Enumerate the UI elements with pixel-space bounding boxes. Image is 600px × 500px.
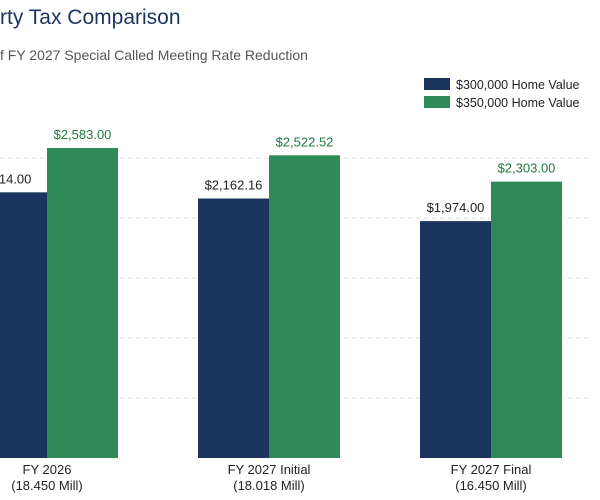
value-label-series-1-category-3: $1,974.00 bbox=[427, 200, 485, 215]
value-label-series-2-category-2: $2,522.52 bbox=[276, 134, 334, 149]
value-label-series-2-category-3: $2,303.00 bbox=[498, 161, 556, 176]
x-tick-label-2-line-1: FY 2027 Initial bbox=[228, 462, 311, 477]
legend-label-series-1: $300,000 Home Value bbox=[456, 78, 580, 92]
value-label-series-1-category-1: 214.00 bbox=[0, 171, 31, 186]
legend-label-series-2: $350,000 Home Value bbox=[456, 96, 580, 110]
value-label-series-2-category-1: $2,583.00 bbox=[54, 127, 112, 142]
bar-series-2-category-2 bbox=[269, 155, 340, 458]
bar-series-1-category-1 bbox=[0, 192, 47, 458]
legend: $300,000 Home Value $350,000 Home Value bbox=[424, 78, 580, 110]
legend-swatch-series-1 bbox=[424, 78, 450, 90]
x-tick-label-2-line-2: (18.018 Mill) bbox=[233, 478, 305, 493]
x-axis-tick-labels: FY 2026(18.450 Mill) FY 2027 Initial(18.0… bbox=[11, 462, 531, 493]
value-labels: 214.00 $2,162.16 $1,974.00 $2,583.00 $2,522.… bbox=[0, 127, 555, 215]
chart-title: rty Tax Comparison bbox=[0, 6, 181, 29]
bar-series-2-category-3 bbox=[491, 181, 562, 458]
bar-series-1-category-2 bbox=[198, 198, 269, 458]
bar-series-2-category-1 bbox=[47, 148, 118, 459]
x-tick-label-1-line-2: (18.450 Mill) bbox=[11, 478, 83, 493]
bars bbox=[0, 148, 562, 459]
x-tick-label-3-line-2: (16.450 Mill) bbox=[455, 478, 527, 493]
chart-subtitle: f FY 2027 Special Called Meeting Rate Re… bbox=[0, 47, 308, 63]
value-label-series-1-category-2: $2,162.16 bbox=[205, 178, 263, 193]
bar-series-1-category-3 bbox=[420, 221, 491, 458]
x-tick-label-3-line-1: FY 2027 Final bbox=[451, 462, 532, 477]
legend-swatch-series-2 bbox=[424, 96, 450, 108]
x-tick-label-1-line-1: FY 2026 bbox=[23, 462, 72, 477]
